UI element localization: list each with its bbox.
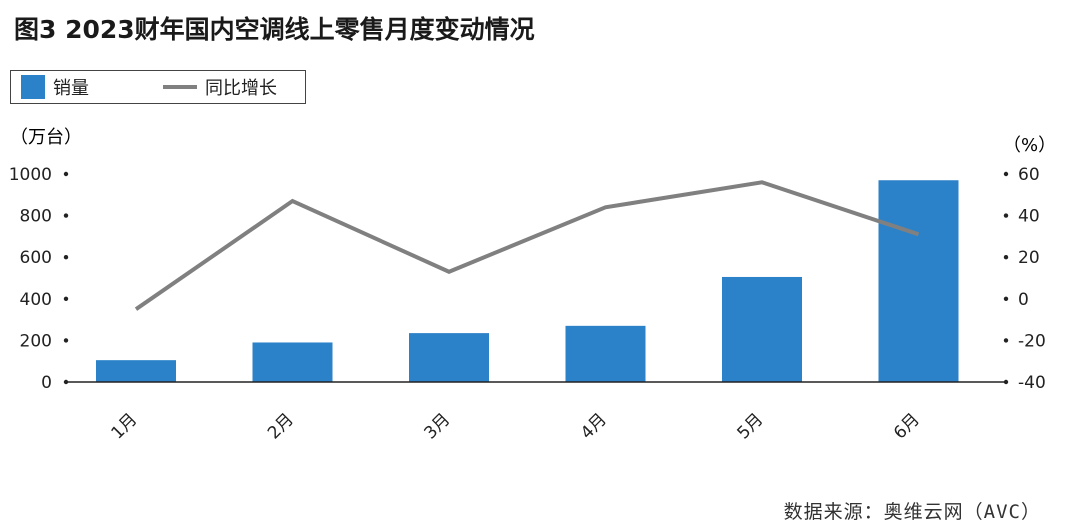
- y-left-tick-dot: [63, 255, 69, 260]
- y-right-tick-dot: [1003, 338, 1009, 343]
- y-right-tick-label: 40: [1018, 207, 1040, 227]
- y-right-tick-label: 0: [1018, 290, 1029, 310]
- y-left-tick-label: 1000: [9, 165, 52, 185]
- y-axis-right-label: （%）: [1003, 135, 1056, 156]
- y-axis-left-label: （万台）: [10, 127, 82, 148]
- legend-item-yoy: 同比增长: [163, 71, 277, 103]
- legend-item-sales: 销量: [21, 71, 89, 103]
- y-right-tick-dot: [1003, 379, 1009, 385]
- legend-label-sales: 销量: [53, 78, 89, 99]
- y-left-tick-label: 0: [41, 373, 52, 393]
- y-right-tick-label: -20: [1018, 331, 1046, 351]
- bar-sales: [96, 360, 176, 382]
- y-left-tick-dot: [63, 296, 69, 301]
- y-right-tick-dot: [1003, 255, 1009, 260]
- x-tick-label: 3月: [421, 410, 455, 444]
- y-left-tick-label: 600: [20, 248, 52, 268]
- bar-sales: [409, 333, 489, 382]
- y-right-tick-label: 60: [1018, 165, 1040, 185]
- bar-sales: [878, 180, 959, 382]
- x-tick-label: 2月: [264, 410, 298, 444]
- y-right-tick-dot: [1003, 171, 1009, 177]
- legend-swatch-line: [163, 85, 197, 89]
- x-tick-label: 1月: [108, 410, 142, 444]
- legend-label-yoy: 同比增长: [205, 78, 277, 99]
- y-right-tick-label: -40: [1018, 373, 1046, 393]
- chart-legend: 销量 同比增长: [10, 70, 306, 104]
- y-left-tick-label: 400: [20, 290, 52, 310]
- y-left-tick-label: 200: [20, 331, 52, 351]
- y-right-tick-dot: [1003, 213, 1009, 218]
- bar-sales: [252, 342, 333, 382]
- y-right-tick-label: 20: [1018, 248, 1040, 268]
- bar-sales: [722, 276, 802, 382]
- y-left-tick-dot: [63, 213, 69, 218]
- y-right-tick-dot: [1003, 296, 1009, 301]
- line-yoy-growth: [134, 180, 920, 311]
- bar-sales: [565, 325, 646, 382]
- y-left-tick-label: 800: [20, 207, 52, 227]
- chart-title: 图3 2023财年国内空调线上零售月度变动情况: [14, 15, 535, 44]
- x-tick-label: 4月: [577, 410, 611, 444]
- y-left-tick-dot: [63, 379, 69, 385]
- y-left-tick-dot: [63, 171, 69, 177]
- x-tick-label: 6月: [890, 410, 924, 444]
- x-tick-label: 5月: [734, 410, 768, 444]
- y-left-tick-dot: [63, 338, 69, 343]
- legend-swatch-bar: [21, 75, 45, 99]
- data-source-note: 数据来源：奥维云网（AVC）: [783, 501, 1041, 523]
